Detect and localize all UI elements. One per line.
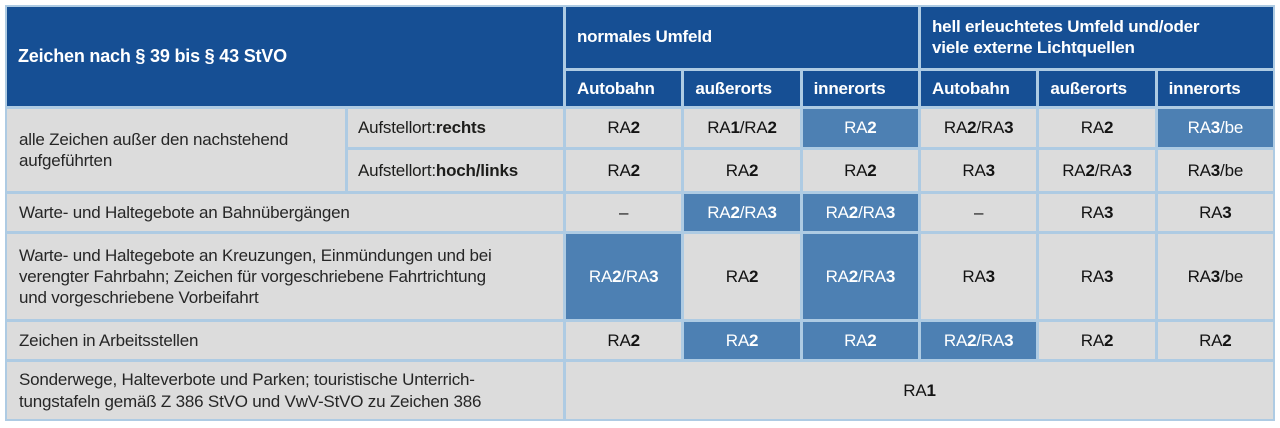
value-cell-span: RA 1: [566, 362, 1273, 419]
row-label-alle-zeichen: alle Zeichen außer den nachstehend aufge…: [7, 109, 345, 191]
value-cell: RA 3/be: [1157, 150, 1273, 191]
value-cell: RA 3/be: [1157, 234, 1273, 319]
value-cell: RA 3: [921, 150, 1037, 191]
value-cell: RA 2/RA 3: [802, 234, 918, 319]
table-title: Zeichen nach § 39 bis § 43 StVO: [7, 7, 563, 106]
row-label-bahnuebergaenge: Warte- und Haltegebote an Bahnübergängen: [7, 194, 563, 231]
value-cell: –: [566, 194, 682, 231]
col-header-innerorts-2: innerorts: [1157, 71, 1273, 106]
value-cell: RA 3: [1039, 234, 1155, 319]
aufstellort-hoch-links-cell: Aufstellort: hoch/links: [348, 150, 563, 191]
value-cell: RA 2/RA 3: [802, 194, 918, 231]
value-cell: RA 2/RA 3: [1039, 150, 1155, 191]
col-header-autobahn-2: Autobahn: [921, 71, 1037, 106]
value-cell: RA 3: [1039, 194, 1155, 231]
value-cell: RA 3: [1157, 194, 1273, 231]
col-header-ausserorts-2: außerorts: [1039, 71, 1155, 106]
value-cell: RA 2: [802, 322, 918, 359]
row-label-kreuzungen: Warte- und Haltegebote an Kreuzungen, Ei…: [7, 234, 563, 319]
aufstellort-value: rechts: [435, 118, 486, 137]
col-header-innerorts-1: innerorts: [802, 71, 918, 106]
value-cell: RA 2: [1039, 109, 1155, 147]
value-cell: RA 2: [1039, 322, 1155, 359]
value-cell: RA 2: [566, 150, 682, 191]
value-cell: RA 2: [802, 109, 918, 147]
col-header-autobahn-1: Autobahn: [566, 71, 682, 106]
value-cell: RA 2/RA 3: [921, 322, 1037, 359]
value-cell: RA 1/RA 2: [684, 109, 800, 147]
value-cell: RA 2/RA 3: [921, 109, 1037, 147]
value-cell: RA 3/be: [1157, 109, 1273, 147]
value-cell: RA 2/RA 3: [566, 234, 682, 319]
value-cell: RA 2: [684, 322, 800, 359]
value-cell: RA 2: [1157, 322, 1273, 359]
value-cell: RA 3: [921, 234, 1037, 319]
aufstellort-prefix: Aufstellort:: [358, 118, 436, 137]
value-cell: RA 2/RA 3: [684, 194, 800, 231]
value-cell: RA 2: [684, 234, 800, 319]
value-cell: RA 2: [802, 150, 918, 191]
row-label-arbeitsstellen: Zeichen in Arbeitsstellen: [7, 322, 563, 359]
value-cell: –: [921, 194, 1037, 231]
row-label-sonderwege: Sonderwege, Halteverbote und Parken; tou…: [7, 362, 563, 419]
value-cell: RA 2: [566, 322, 682, 359]
group-header-bright-environment: hell erleuchtetes Umfeld und/oder viele …: [921, 7, 1273, 68]
value-cell: RA 2: [684, 150, 800, 191]
aufstellort-value: hoch/links: [435, 160, 518, 180]
col-header-ausserorts-1: außerorts: [684, 71, 800, 106]
aufstellort-prefix: Aufstellort:: [358, 160, 436, 180]
group-header-normal-environment: normales Umfeld: [566, 7, 918, 68]
ra-classes-table: Zeichen nach § 39 bis § 43 StVO normales…: [5, 5, 1275, 421]
aufstellort-rechts-cell: Aufstellort: rechts: [348, 109, 563, 147]
value-cell: RA 2: [566, 109, 682, 147]
